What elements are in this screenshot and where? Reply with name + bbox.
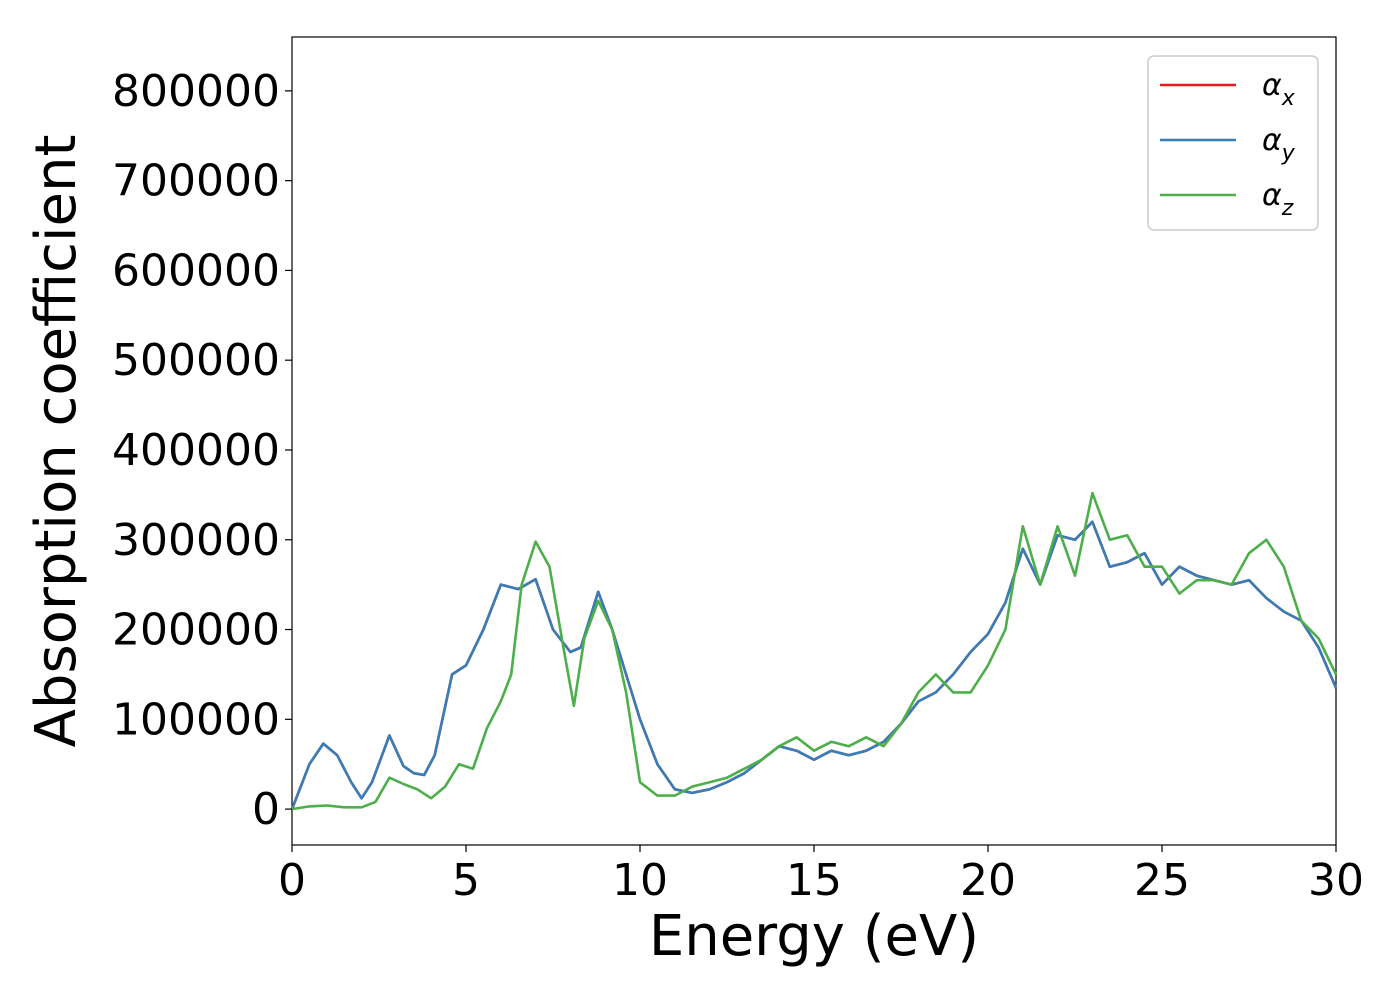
y-tick-label: 300000: [112, 515, 280, 566]
series-line-z: [291, 491, 1338, 811]
legend-label-y: αy: [1262, 123, 1296, 166]
x-tick-label: 30: [1308, 855, 1364, 906]
x-tick-label: 10: [612, 855, 668, 906]
x-tick-label: 15: [786, 855, 842, 906]
legend: αx αy αz: [1147, 55, 1319, 231]
x-tick-label: 0: [278, 855, 306, 906]
y-tick-label: 500000: [112, 335, 280, 386]
y-tick-label: 700000: [112, 156, 280, 207]
legend-label-z: αz: [1262, 178, 1294, 221]
x-tick-label: 20: [960, 855, 1016, 906]
y-tick-label: 200000: [112, 605, 280, 656]
y-tick-label: 800000: [112, 66, 280, 117]
x-tick-label: 5: [452, 855, 480, 906]
y-axis-label: Absorption coefficient: [24, 135, 89, 748]
x-axis-label: Energy (eV): [649, 904, 979, 969]
y-tick-label: 600000: [112, 245, 280, 296]
legend-label-x: αx: [1262, 68, 1296, 111]
x-tick-label: 25: [1134, 855, 1190, 906]
y-tick-label: 0: [252, 784, 280, 835]
x-axis-ticks: 0 5 10 15 20 25 30: [278, 845, 1364, 906]
y-axis-ticks: 0 100000 200000 300000 400000 500000 600000 700…: [112, 66, 292, 835]
series-group: [290, 491, 1338, 811]
legend-box: [1147, 55, 1319, 231]
y-tick-label: 100000: [112, 694, 280, 745]
y-tick-label: 400000: [112, 425, 280, 476]
